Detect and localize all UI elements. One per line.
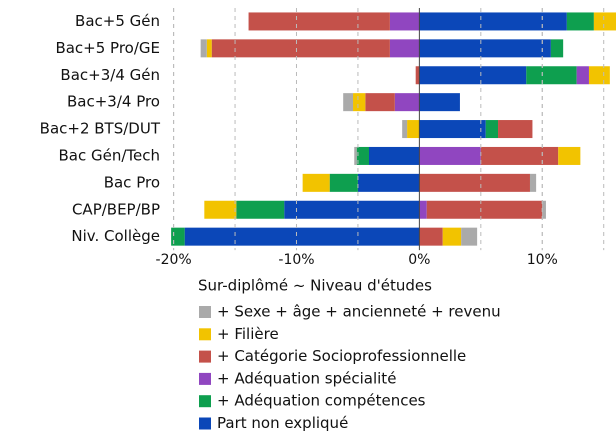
legend-label: + Adéquation compétences	[217, 392, 426, 410]
bar-segment	[419, 93, 460, 112]
bar-segment	[419, 227, 443, 246]
x-tick-label: 10%	[527, 252, 558, 268]
bar-segment	[558, 146, 581, 165]
bar-segment	[368, 146, 420, 165]
bar-segment	[211, 39, 390, 58]
bar-segment	[566, 12, 594, 31]
y-tick-label: Bac Gén/Tech	[58, 146, 160, 164]
y-tick-label: Bac Pro	[104, 173, 160, 191]
bar-segment	[542, 200, 546, 219]
legend-label: + Sexe + âge + ancienneté + revenu	[217, 303, 501, 321]
legend-swatch	[199, 372, 211, 385]
y-tick-label: Bac+3/4 Gén	[60, 66, 160, 84]
bar-segment	[236, 200, 285, 219]
bar-segment	[184, 227, 420, 246]
legend-label: + Catégorie Socioprofessionnelle	[217, 347, 466, 365]
bar-segment	[485, 120, 499, 139]
bar-segment	[461, 227, 478, 246]
bar-segment	[204, 200, 237, 219]
bar-segment	[302, 173, 330, 192]
y-tick-label: Bac+5 Gén	[75, 12, 160, 30]
y-tick-label: Bac+2 BTS/DUT	[40, 120, 161, 138]
bar-segment	[200, 39, 207, 58]
bar-segment	[419, 120, 486, 139]
bar-segment	[426, 200, 543, 219]
legend-label: + Filière	[217, 325, 279, 343]
y-tick-label: Bac+3/4 Pro	[67, 93, 160, 111]
bar-segment	[389, 12, 420, 31]
bar-segment	[529, 173, 537, 192]
legend-label: + Adéquation spécialité	[217, 369, 396, 387]
bar-segment	[419, 200, 427, 219]
bar-segment	[576, 66, 589, 85]
bars	[171, 12, 616, 246]
bar-segment	[480, 146, 559, 165]
bar-segment	[357, 173, 420, 192]
x-tick-label: -10%	[278, 252, 314, 268]
bar-segment	[248, 12, 390, 31]
bar-segment	[354, 146, 357, 165]
x-tick-label: 0%	[408, 252, 430, 268]
bar-segment	[419, 39, 551, 58]
bar-segment	[402, 120, 408, 139]
bar-segment	[171, 227, 185, 246]
bar-segment	[419, 146, 481, 165]
bar-segment	[407, 120, 420, 139]
bar-segment	[206, 39, 212, 58]
legend-swatch	[199, 395, 211, 408]
legend-swatch	[199, 417, 211, 430]
bar-segment	[284, 200, 420, 219]
y-tick-label: Bac+5 Pro/GE	[55, 39, 160, 57]
bar-segment	[442, 227, 462, 246]
bar-segment	[588, 66, 610, 85]
bar-segment	[498, 120, 533, 139]
legend-label: Part non expliqué	[217, 414, 348, 432]
x-tick-label: -20%	[156, 252, 192, 268]
bar-segment	[353, 93, 366, 112]
y-tick-label: Niv. Collège	[71, 227, 160, 245]
bar-segment	[526, 66, 577, 85]
y-tick-label: CAP/BEP/BP	[72, 200, 160, 218]
bar-segment	[550, 39, 564, 58]
bar-segment	[343, 93, 354, 112]
x-axis-label: Sur-diplômé ~ Niveau d'études	[198, 277, 432, 295]
bar-segment	[593, 12, 616, 31]
bar-segment	[365, 93, 395, 112]
legend-swatch	[199, 328, 211, 341]
legend-swatch	[199, 306, 211, 318]
bar-segment	[419, 173, 530, 192]
bar-segment	[356, 146, 369, 165]
bar-segment	[419, 12, 567, 31]
bar-segment	[389, 39, 420, 58]
legend-swatch	[199, 350, 211, 363]
bar-segment	[419, 66, 527, 85]
bar-segment	[394, 93, 420, 112]
bar-segment	[329, 173, 358, 192]
bar-segment	[415, 66, 420, 85]
